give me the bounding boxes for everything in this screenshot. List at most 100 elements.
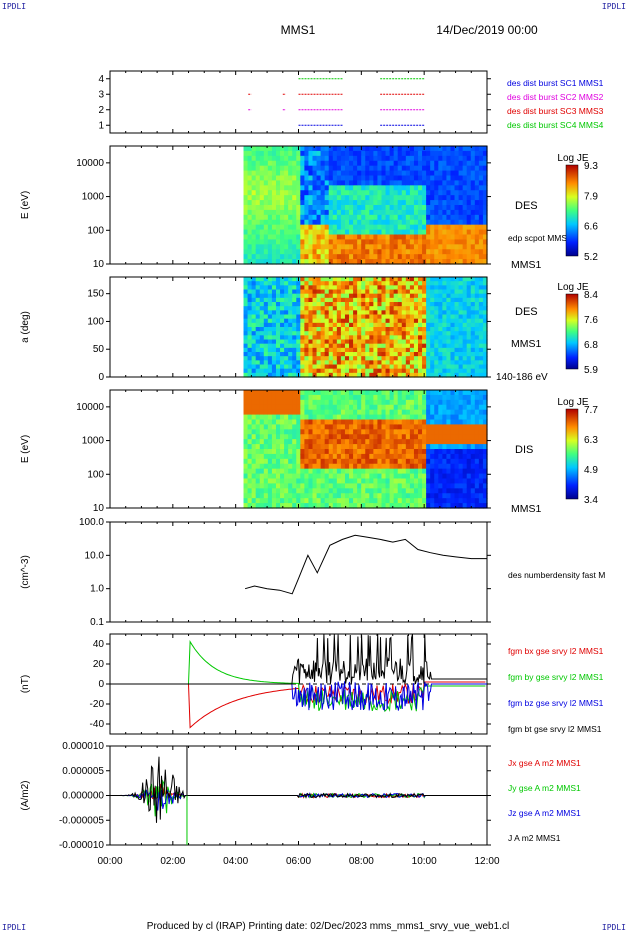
dis-energy-spectrogram-cell — [369, 390, 374, 396]
des-pitch-spectrogram-cell — [405, 297, 411, 303]
dis-energy-spectrogram-cell — [320, 483, 326, 489]
dis-energy-spectrogram-cell — [373, 399, 379, 406]
des-pitch-spectrogram-cell — [336, 339, 342, 345]
des-energy-spectrogram-cell — [284, 254, 289, 260]
dis-energy-spectrogram-cell — [438, 453, 443, 460]
des-pitch-spectrogram-cell — [418, 293, 423, 299]
des-energy-spectrogram-cell — [320, 155, 326, 162]
des-pitch-spectrogram-cell — [365, 297, 370, 303]
des-pitch-spectrogram-cell — [409, 364, 415, 370]
dis-energy-panel-ytick-label: 1000 — [82, 436, 105, 447]
des-energy-spectrogram-cell — [271, 190, 277, 196]
des-energy-spectrogram-cell — [413, 180, 419, 186]
des-pitch-spectrogram-cell — [413, 310, 419, 316]
des-energy-spectrogram-cell — [280, 200, 285, 206]
des-pitch-spectrogram-cell — [332, 293, 338, 299]
dis-energy-spectrogram-cell — [353, 498, 358, 504]
des-energy-spectrogram-cell — [418, 219, 423, 226]
des-pitch-spectrogram-cell — [296, 331, 301, 336]
dis-energy-spectrogram-cell — [263, 429, 269, 435]
des-energy-spectrogram-cell — [413, 254, 419, 260]
des-energy-spectrogram-cell — [401, 165, 407, 172]
des-pitch-spectrogram-cell — [271, 327, 277, 332]
des-energy-spectrogram-cell — [251, 170, 257, 177]
des-pitch-spectrogram-cell — [373, 289, 379, 295]
des-energy-spectrogram-cell — [344, 190, 350, 196]
des-pitch-spectrogram-cell — [418, 352, 423, 357]
des-energy-spectrogram-cell — [418, 180, 423, 186]
des-pitch-spectrogram-cell — [308, 297, 314, 303]
dis-energy-spectrogram-cell — [300, 419, 305, 426]
des-energy-spectrogram-cell — [332, 214, 338, 221]
x-tick-label-1000: 10:00 — [412, 856, 437, 867]
dis-energy-spectrogram-cell — [369, 503, 374, 509]
des-energy-spectrogram-cell — [292, 185, 297, 191]
des-energy-spectrogram-cell — [389, 155, 395, 162]
des-pitch-spectrogram-cell — [251, 352, 257, 357]
des-energy-spectrogram-cell — [446, 190, 452, 196]
des-pitch-spectrogram-cell — [361, 352, 366, 357]
des-energy-spectrogram-cell — [434, 200, 439, 206]
des-energy-spectrogram-cell — [296, 214, 301, 221]
des-pitch-spectrogram-cell — [320, 318, 326, 324]
des-pitch-spectrogram-cell — [271, 289, 277, 295]
des-pitch-spectrogram-cell — [353, 343, 358, 349]
des-pitch-spectrogram-cell — [304, 360, 310, 366]
des-energy-spectrogram-cell — [474, 205, 480, 211]
des-energy-spectrogram-cell — [284, 229, 289, 236]
des-energy-spectrogram-cell — [316, 185, 322, 191]
dis-energy-spectrogram-cell — [275, 498, 281, 504]
dis-energy-spectrogram-cell — [300, 394, 305, 401]
des-energy-spectrogram-cell — [458, 209, 464, 216]
dis-energy-spectrogram-cell — [292, 404, 297, 411]
dis-energy-spectrogram-cell — [438, 434, 443, 440]
des-pitch-spectrogram-cell — [336, 277, 342, 282]
dis-energy-spectrogram-cell — [255, 404, 261, 411]
dis-energy-spectrogram-cell — [308, 468, 314, 475]
des-energy-spectrogram-cell — [300, 155, 305, 162]
dis-energy-spectrogram-cell — [454, 424, 460, 430]
dis-energy-spectrogram-cell — [340, 434, 346, 440]
des-energy-spectrogram-cell — [446, 209, 452, 216]
des-pitch-spectrogram-cell — [369, 310, 374, 316]
dis-energy-spectrogram-cell — [458, 488, 464, 494]
dis-energy-spectrogram-cell — [409, 434, 415, 440]
des-pitch-spectrogram-cell — [389, 331, 395, 336]
des-pitch-spectrogram-cell — [369, 364, 374, 370]
des-energy-spectrogram-cell — [450, 185, 456, 191]
des-energy-spectrogram-cell — [401, 185, 407, 191]
dis-energy-spectrogram-cell — [324, 404, 330, 411]
des-pitch-spectrogram-cell — [259, 356, 265, 361]
des-pitch-spectrogram-cell — [308, 339, 314, 345]
des-energy-spectrogram-cell — [381, 160, 387, 167]
des-pitch-spectrogram-cell — [389, 335, 395, 341]
des-pitch-spectrogram-cell — [255, 368, 261, 374]
des-pitch-spectrogram-cell — [344, 347, 350, 353]
des-pitch-instrument-label: DES — [515, 306, 538, 318]
des-energy-spectrogram-cell — [365, 205, 370, 211]
des-pitch-spectrogram-cell — [446, 306, 452, 311]
des-pitch-spectrogram-cell — [361, 293, 366, 299]
des-pitch-spectrogram-cell — [373, 368, 379, 374]
des-pitch-spectrogram-cell — [340, 347, 346, 353]
des-energy-spectrogram-cell — [247, 195, 253, 201]
des-energy-spectrogram-cell — [446, 229, 452, 236]
des-energy-spectrogram-cell — [324, 224, 330, 231]
des-energy-spectrogram-cell — [418, 175, 423, 182]
des-pitch-spectrogram-cell — [349, 360, 354, 366]
des-energy-spectrogram-cell — [357, 160, 362, 167]
dis-energy-spectrogram-cell — [357, 424, 362, 430]
des-energy-spectrogram-cell — [332, 244, 338, 250]
des-energy-spectrogram-cell — [478, 254, 484, 260]
des-pitch-spectrogram-cell — [430, 331, 435, 336]
des-energy-spectrogram-cell — [466, 219, 472, 226]
des-energy-spectrogram-cell — [251, 209, 257, 216]
dis-energy-spectrogram-cell — [259, 458, 265, 465]
des-pitch-spectrogram-cell — [442, 314, 448, 320]
dis-energy-spectrogram-cell — [340, 390, 346, 396]
des-pitch-spectrogram-cell — [389, 277, 395, 282]
des-energy-spectrogram-cell — [271, 170, 277, 177]
des-pitch-spectrogram-cell — [336, 306, 342, 311]
dis-energy-spectrogram-cell — [312, 458, 318, 465]
des-energy-spectrogram-cell — [288, 165, 293, 172]
